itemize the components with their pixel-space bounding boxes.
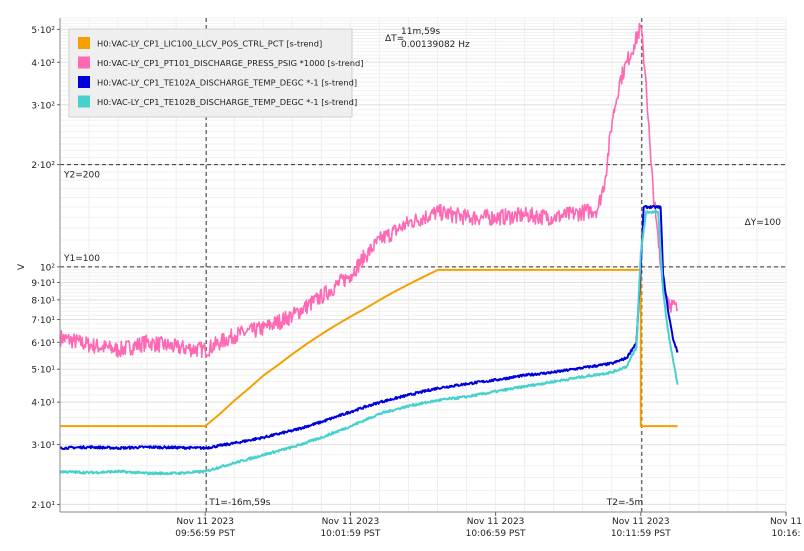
legend-item-label: H0:VAC-LY_CP1_TE102B_DISCHARGE_TEMP_DEGC… xyxy=(97,97,357,107)
cursor-t2-label: T2=-5m xyxy=(606,498,644,508)
x-tick-label: 10:16: xyxy=(772,529,801,539)
y-tick-label: 4·10¹ xyxy=(31,399,55,409)
x-tick-label: 09:56:59 PST xyxy=(175,529,235,539)
cursor-y1-label: Y1=100 xyxy=(63,254,100,264)
delta-y-label: ΔY=100 xyxy=(745,218,782,228)
legend-item-label: H0:VAC-LY_CP1_LIC100_LLCV_POS_CTRL_PCT [… xyxy=(97,39,322,49)
y-tick-label: 5·10² xyxy=(31,26,55,36)
x-tick-label: 10:01:59 PST xyxy=(320,529,380,539)
x-tick-label: Nov 11 2023 xyxy=(467,517,525,527)
series-line-4 xyxy=(59,210,679,476)
legend-item-label: H0:VAC-LY_CP1_PT101_DISCHARGE_PRESS_PSIG… xyxy=(97,58,363,68)
x-tick-label: Nov 11 2023 xyxy=(176,517,234,527)
y-tick-label: 5·10¹ xyxy=(31,366,55,376)
x-tick-label: 10:06:59 PST xyxy=(466,529,526,539)
axes: 2·10¹ 3·10¹ 4·10¹ 5·10¹ 6·10¹ 7·10¹ 8·10¹ 9·10¹… xyxy=(17,18,802,539)
series-line-1 xyxy=(60,268,678,428)
y-tick-label: 9·10¹ xyxy=(31,279,55,289)
legend-box xyxy=(68,28,353,118)
x-tick-label: Nov 11 2023 xyxy=(322,517,380,527)
x-tick-label: 10:11:59 PST xyxy=(611,529,671,539)
x-tick-label: Nov 11 2023 xyxy=(612,517,670,527)
cursor-t1-label: T1=-16m,59s xyxy=(208,498,271,508)
legend-swatch xyxy=(78,56,90,69)
legend-swatch xyxy=(78,37,90,49)
series-lines xyxy=(59,22,679,476)
y-tick-label: 3·10² xyxy=(31,101,55,111)
delta-t-prefix: ΔT= xyxy=(385,34,404,44)
legend-item-label: H0:VAC-LY_CP1_TE102A_DISCHARGE_TEMP_DEGC… xyxy=(97,78,357,88)
cursor-y2-label: Y2=200 xyxy=(63,171,100,181)
legend-swatch xyxy=(78,76,90,88)
y-tick-label: 2·10¹ xyxy=(31,501,55,511)
labels: Y1=100 Y2=200 T1=-16m,59s T2=-5m ΔT=11m,59s 0… xyxy=(63,27,781,508)
y-tick-label: 10² xyxy=(40,263,55,273)
series-line-2 xyxy=(59,22,679,359)
series-line-3 xyxy=(59,204,679,451)
delta-t-frequency: 0.00139082 Hz xyxy=(401,40,470,50)
y-tick-label: 2·10² xyxy=(31,161,55,171)
y-axis-label: V xyxy=(17,263,27,270)
y-tick-label: 4·10² xyxy=(31,59,55,69)
x-tick-label: Nov 11 xyxy=(770,517,802,527)
legend[interactable]: H0:VAC-LY_CP1_LIC100_LLCV_POS_CTRL_PCT [… xyxy=(68,28,363,118)
y-tick-label: 6·10¹ xyxy=(31,339,55,349)
y-tick-label: 3·10¹ xyxy=(31,441,55,451)
y-tick-label: 7·10¹ xyxy=(31,316,55,326)
y-tick-label: 8·10¹ xyxy=(31,296,55,306)
delta-t-value: 11m,59s xyxy=(401,27,441,37)
legend-swatch xyxy=(78,95,90,108)
